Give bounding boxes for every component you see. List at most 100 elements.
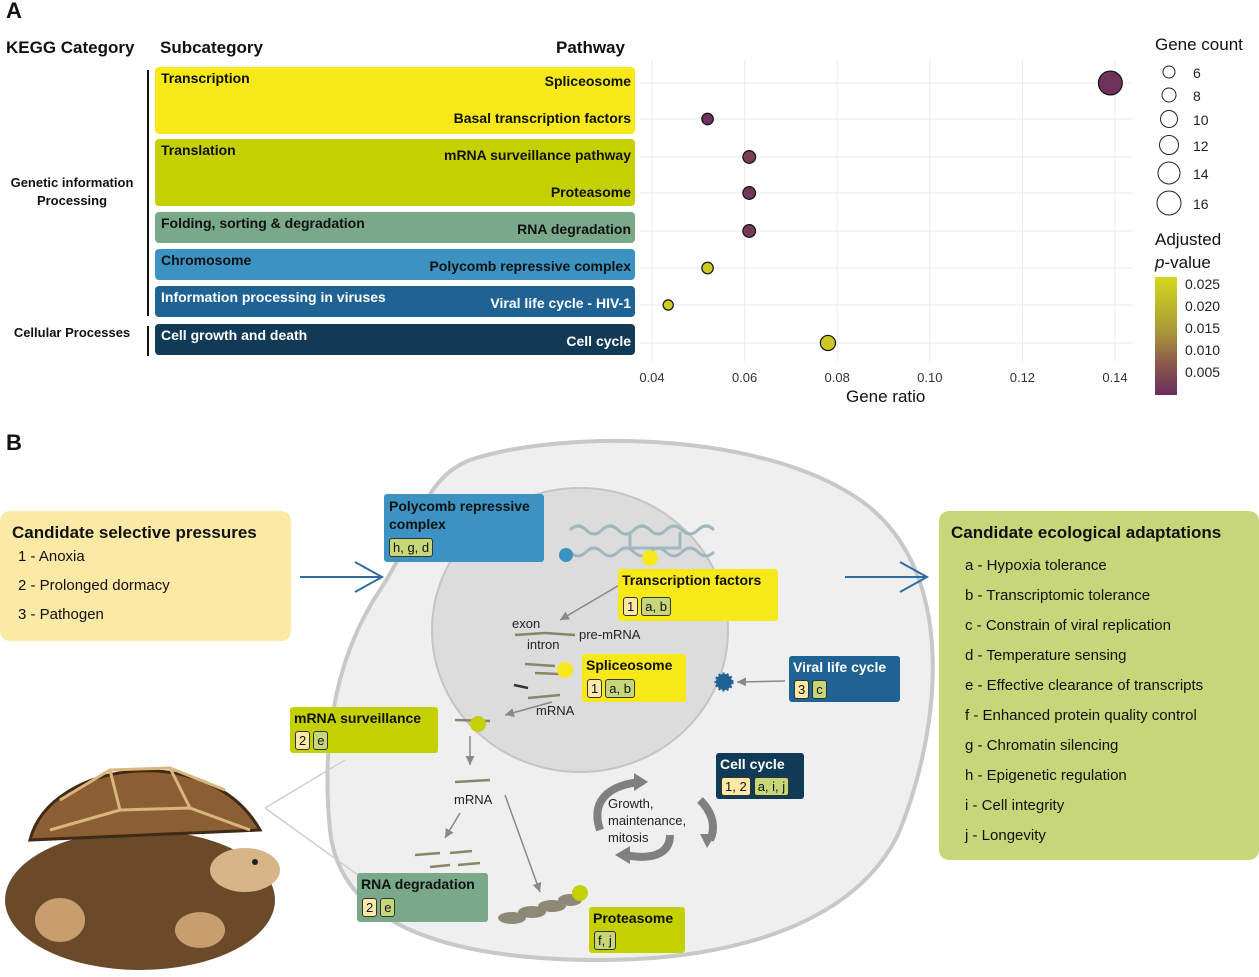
data-point (701, 261, 714, 275)
label-title: mRNA surveillance (294, 710, 422, 726)
adaptation-chip: f, j (594, 931, 616, 950)
data-point (1097, 70, 1123, 96)
legend-size-label: 8 (1193, 88, 1201, 104)
panel-a-letter: A (6, 0, 22, 23)
label-title: Proteasome (593, 910, 674, 926)
x-tick-label: 0.12 (1009, 370, 1036, 385)
band-translation: Translation mRNA surveillance pathway Pr… (155, 139, 635, 206)
adaptation-item: f - Enhanced protein quality control (965, 707, 1197, 724)
adaptation-chip: h, g, d (389, 538, 434, 557)
subcategory-label: Information processing in viruses (161, 289, 386, 305)
premrna-label: pre-mRNA (579, 627, 641, 642)
adaptation-chip: a, b (605, 679, 635, 698)
legend-color-title: Adjusted (1155, 230, 1222, 249)
adaptation-chip: a, i, j (753, 777, 790, 796)
pathway-label: Spliceosome (544, 73, 631, 89)
legend-color-tick: 0.025 (1185, 276, 1221, 292)
subcategory-label: Chromosome (161, 252, 252, 268)
x-tick-label: 0.04 (639, 370, 665, 385)
tortoise-image (5, 766, 280, 970)
data-point (662, 299, 674, 311)
adaptation-chip: e (380, 898, 396, 917)
pressure-chip: 1, 2 (721, 777, 751, 796)
subcategory-label: Translation (161, 142, 236, 158)
legend-circle-16 (1156, 190, 1182, 216)
x-tick-label: 0.10 (917, 370, 943, 385)
subcategory-label: Cell growth and death (161, 327, 308, 343)
pathway-label: Polycomb repressive complex (429, 258, 631, 274)
mrna-surveillance-dot (470, 716, 486, 732)
legend-circle-12 (1159, 135, 1179, 155)
data-point (742, 150, 757, 164)
pathway-label: Proteasome (550, 184, 631, 200)
legend-circle-14 (1157, 161, 1181, 185)
tf-dot (642, 550, 658, 566)
pathway-header: Pathway (556, 38, 625, 57)
pathway-label: Basal transcription factors (453, 110, 631, 126)
selective-pressures-box: Candidate selective pressures 1 - Anoxia… (0, 511, 291, 641)
x-tick-label: 0.06 (731, 370, 758, 385)
band-transcription: Transcription Spliceosome Basal transcri… (155, 67, 635, 134)
pathway-label: Cell cycle (566, 333, 631, 349)
legend-size-label: 6 (1193, 65, 1201, 81)
legend-size-label: 16 (1193, 196, 1209, 212)
legend-size-title: Gene count (1155, 35, 1243, 54)
kegg-category-header: KEGG Category (6, 38, 135, 57)
spliceosome-dot (557, 662, 573, 678)
data-point (819, 334, 837, 352)
pressure-item: 1 - Anoxia (18, 548, 85, 565)
intron-label: intron (527, 637, 560, 652)
proteasome-dot (572, 885, 588, 901)
adaptations-box: Candidate ecological adaptations a - Hyp… (939, 511, 1259, 860)
polycomb-dot (559, 548, 573, 562)
maintenance-label: maintenance, (608, 813, 687, 828)
band-viruses: Information processing in viruses Viral … (155, 286, 635, 317)
legend-color-bar (1155, 277, 1177, 395)
data-point (742, 224, 757, 238)
legend-size-circles (1156, 65, 1182, 216)
adaptation-chip: a, b (641, 597, 671, 616)
legend-circle-10 (1160, 110, 1178, 128)
virus-icon (714, 672, 734, 692)
adaptation-item: a - Hypoxia tolerance (965, 557, 1107, 574)
mrna-label: mRNA (536, 703, 575, 718)
band-folding: Folding, sorting & degradation RNA degra… (155, 212, 635, 243)
label-title: Viral life cycle (793, 659, 887, 675)
label-title: Transcription factors (622, 572, 762, 588)
legend-size-label: 12 (1193, 138, 1209, 154)
pressure-chip: 1 (587, 679, 603, 698)
pathway-label: mRNA surveillance pathway (444, 147, 631, 163)
legend-size-label: 10 (1193, 112, 1209, 128)
legend-size-label: 14 (1193, 166, 1209, 182)
mitosis-label: mitosis (608, 830, 649, 845)
adaptations-title: Candidate ecological adaptations (951, 523, 1222, 542)
data-point (742, 186, 757, 200)
adaptation-item: i - Cell integrity (965, 797, 1065, 814)
legend-circle-8 (1161, 87, 1177, 103)
category-genetic: Genetic information Processing (10, 175, 134, 208)
pathway-label: RNA degradation (517, 221, 631, 237)
category-bracket-cellular (147, 326, 149, 356)
adaptation-item: h - Epigenetic regulation (965, 767, 1127, 784)
adaptation-item: c - Constrain of viral replication (965, 617, 1171, 634)
band-chromosome: Chromosome Polycomb repressive complex (155, 249, 635, 280)
legend-color-tick: 0.005 (1185, 364, 1221, 380)
pressure-chip: 1 (623, 597, 639, 616)
growth-label: Growth, (608, 796, 654, 811)
selective-pressures-title: Candidate selective pressures (12, 523, 257, 542)
exon-label: exon (512, 616, 541, 631)
dna-helix (568, 524, 716, 558)
label-title: Cell cycle (720, 756, 785, 772)
legend-color-tick: 0.015 (1185, 320, 1221, 336)
label-polycomb: Polycomb repressive complex h, g, d (384, 494, 544, 562)
panel-b-letter: B (6, 430, 22, 455)
legend-color-title-2: p-value (1155, 253, 1211, 272)
adaptation-item: d - Temperature sensing (965, 647, 1127, 664)
x-tick-label: 0.14 (1102, 370, 1128, 385)
x-tick-label: 0.08 (824, 370, 850, 385)
label-title: Polycomb repressive complex (389, 498, 530, 532)
dot-plot (640, 60, 1132, 362)
pressure-chip: 2 (295, 731, 311, 750)
